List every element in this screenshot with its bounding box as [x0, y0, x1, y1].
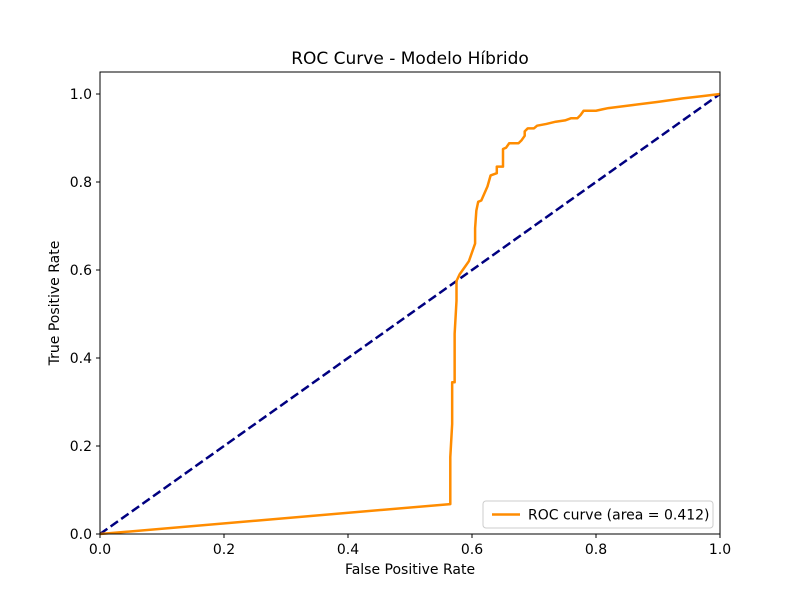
x-tick-label: 0.6 — [461, 542, 483, 558]
y-tick-label: 0.8 — [70, 175, 92, 191]
diagonal-reference-line — [99, 92, 721, 536]
legend-label: ROC curve (area = 0.412) — [528, 508, 710, 524]
x-tick-label: 0.4 — [337, 542, 359, 558]
x-tick-label: 0.8 — [585, 542, 607, 558]
x-axis-ticks: 0.0 0.2 0.4 0.6 0.8 1.0 — [89, 534, 731, 558]
y-tick-label: 0.6 — [70, 263, 92, 279]
chart-title: ROC Curve - Modelo Híbrido — [291, 49, 529, 69]
x-tick-label: 1.0 — [709, 542, 731, 558]
x-tick-label: 0.0 — [89, 542, 111, 558]
legend-box — [482, 500, 714, 529]
plot-lines — [99, 92, 721, 536]
legend: ROC curve (area = 0.412) — [482, 500, 714, 529]
plot-frame — [99, 71, 721, 535]
y-axis-ticks: 0.0 0.2 0.4 0.6 0.8 1.0 — [70, 87, 100, 543]
roc-curve-line — [99, 92, 721, 536]
y-axis-label: True Positive Rate — [47, 241, 63, 367]
y-tick-label: 0.4 — [70, 351, 92, 367]
x-axis-label: False Positive Rate — [345, 562, 475, 578]
y-tick-label: 0.2 — [70, 439, 92, 455]
y-tick-label: 1.0 — [70, 87, 92, 103]
y-tick-label: 0.0 — [70, 527, 92, 543]
x-tick-label: 0.2 — [213, 542, 235, 558]
